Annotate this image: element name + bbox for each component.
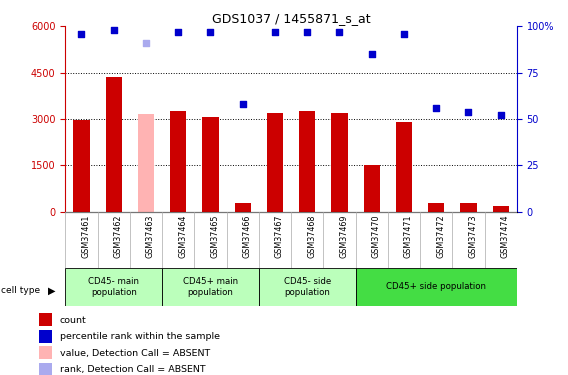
Text: CD45- main
population: CD45- main population: [88, 277, 139, 297]
Point: [270, 29, 279, 35]
Text: GSM37466: GSM37466: [243, 214, 252, 258]
Text: GSM37467: GSM37467: [275, 214, 284, 258]
Bar: [356, 268, 517, 306]
Bar: [39, 363, 52, 375]
Text: GSM37461: GSM37461: [81, 214, 90, 258]
Bar: [299, 111, 315, 212]
Bar: [461, 203, 477, 212]
Bar: [259, 268, 356, 306]
Point: [77, 31, 86, 37]
Bar: [39, 346, 52, 359]
Text: GSM37470: GSM37470: [371, 214, 381, 258]
Text: GSM37462: GSM37462: [114, 214, 123, 258]
Text: rank, Detection Call = ABSENT: rank, Detection Call = ABSENT: [60, 365, 206, 374]
Text: GSM37473: GSM37473: [469, 214, 478, 258]
Bar: [39, 314, 52, 326]
Bar: [331, 113, 348, 212]
Bar: [235, 202, 251, 212]
Bar: [267, 113, 283, 212]
Point: [432, 105, 441, 111]
Bar: [162, 268, 259, 306]
Point: [399, 31, 408, 37]
Bar: [492, 206, 509, 212]
Text: percentile rank within the sample: percentile rank within the sample: [60, 332, 220, 341]
Text: GSM37463: GSM37463: [146, 214, 155, 258]
Text: count: count: [60, 316, 86, 325]
Bar: [106, 77, 122, 212]
Bar: [138, 114, 154, 212]
Text: ▶: ▶: [48, 286, 56, 296]
Bar: [39, 330, 52, 343]
Point: [141, 40, 151, 46]
Text: CD45- side
population: CD45- side population: [283, 277, 331, 297]
Text: CD45+ side population: CD45+ side population: [386, 282, 486, 291]
Point: [367, 51, 376, 57]
Point: [238, 101, 247, 107]
Text: GSM37468: GSM37468: [307, 214, 316, 258]
Point: [335, 29, 344, 35]
Bar: [170, 111, 186, 212]
Text: GSM37471: GSM37471: [404, 214, 413, 258]
Bar: [65, 268, 162, 306]
Text: value, Detection Call = ABSENT: value, Detection Call = ABSENT: [60, 349, 210, 358]
Title: GDS1037 / 1455871_s_at: GDS1037 / 1455871_s_at: [212, 12, 370, 25]
Text: GSM37469: GSM37469: [340, 214, 349, 258]
Bar: [428, 203, 444, 212]
Text: CD45+ main
population: CD45+ main population: [183, 277, 238, 297]
Point: [464, 109, 473, 115]
Bar: [202, 117, 219, 212]
Bar: [364, 165, 380, 212]
Text: GSM37474: GSM37474: [501, 214, 509, 258]
Point: [174, 29, 183, 35]
Text: GSM37465: GSM37465: [211, 214, 219, 258]
Text: GSM37464: GSM37464: [178, 214, 187, 258]
Text: cell type: cell type: [1, 286, 40, 295]
Point: [206, 29, 215, 35]
Text: GSM37472: GSM37472: [436, 214, 445, 258]
Point: [109, 27, 118, 33]
Point: [496, 112, 506, 118]
Bar: [396, 122, 412, 212]
Bar: [73, 120, 90, 212]
Point: [303, 29, 312, 35]
